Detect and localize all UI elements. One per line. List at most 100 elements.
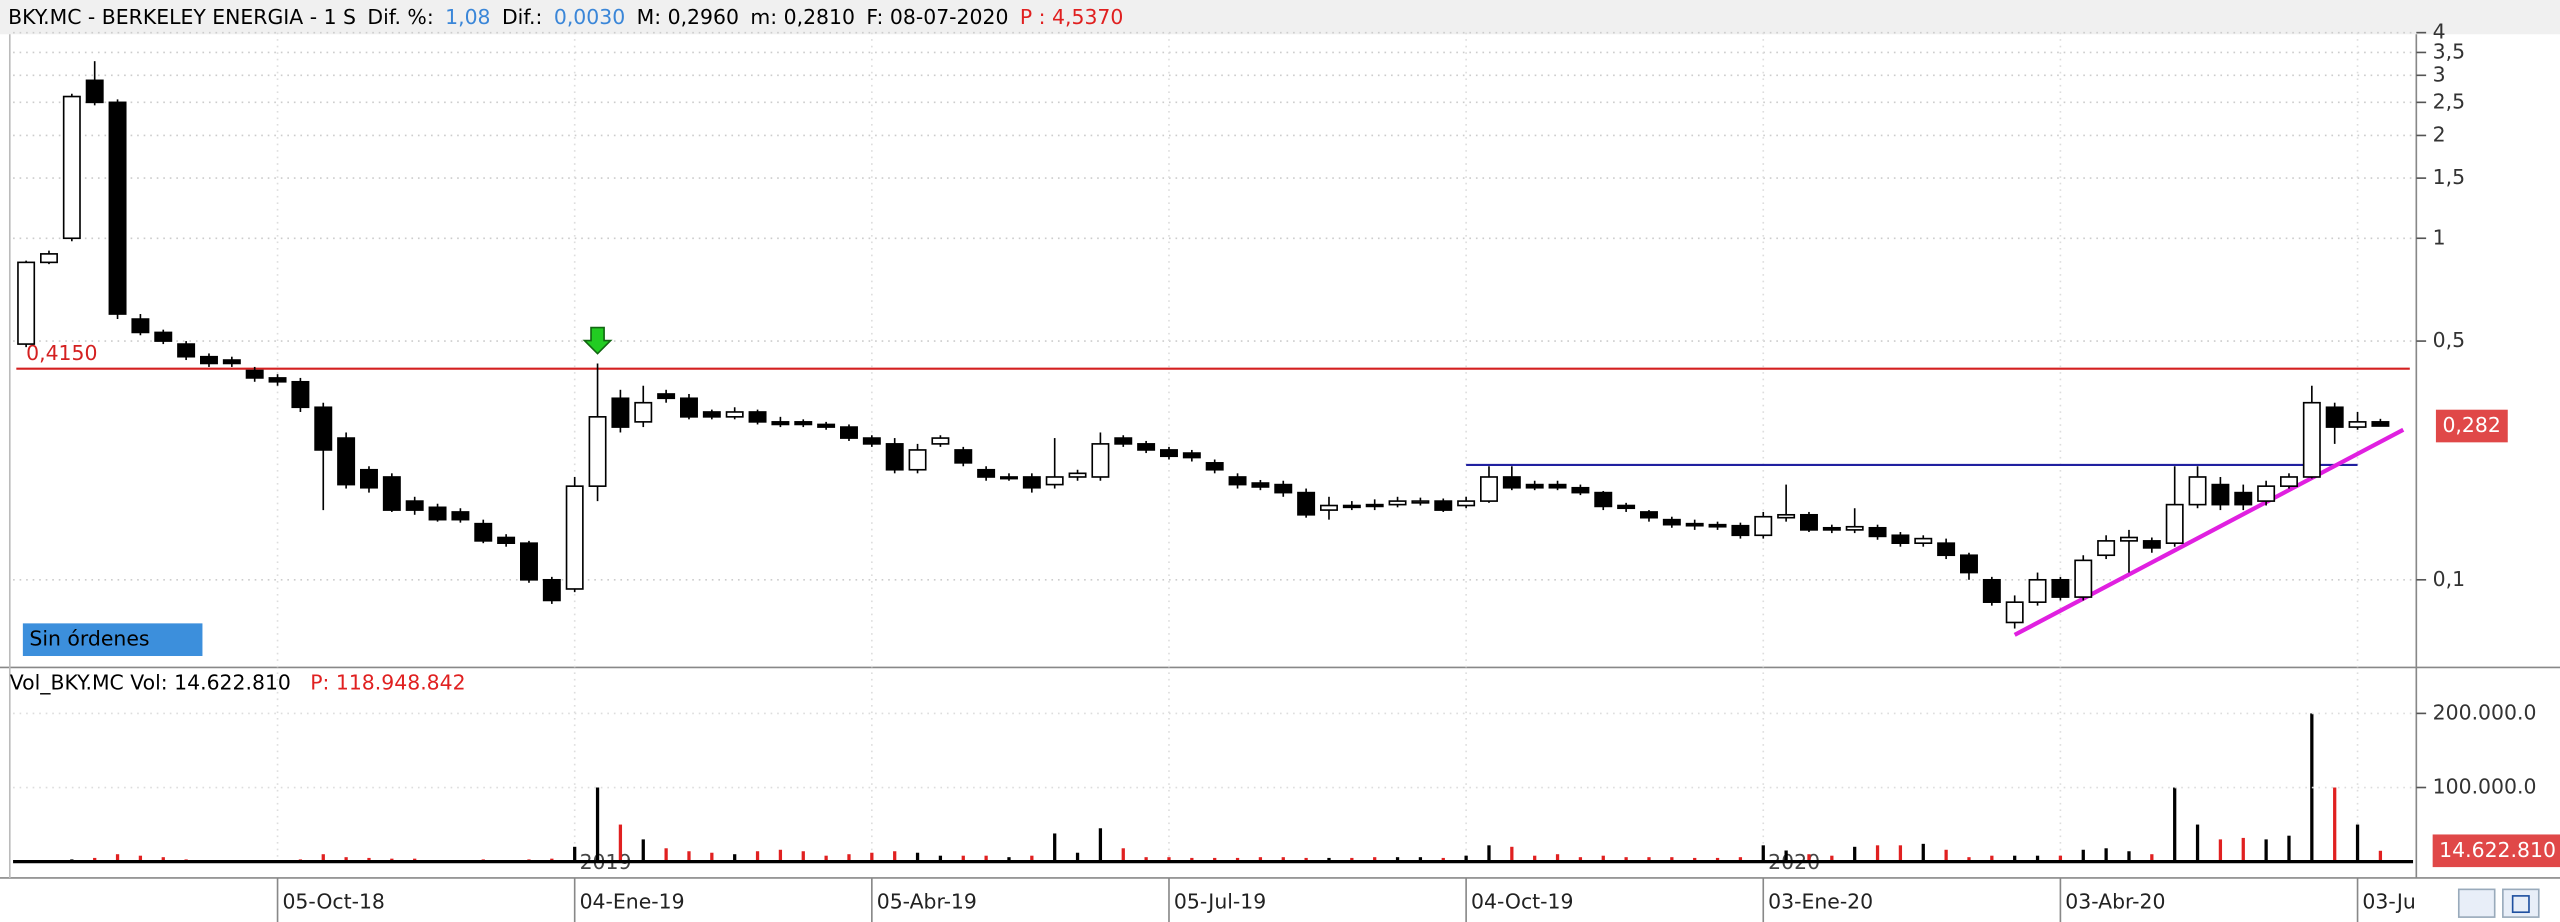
candle-body xyxy=(85,79,104,104)
candle-body xyxy=(2142,540,2161,549)
candle-body xyxy=(1731,524,1750,537)
volume-bar xyxy=(1167,857,1171,862)
volume-bar xyxy=(1921,843,1925,862)
y-tick-label: 1,5 xyxy=(2433,165,2465,189)
x-tick-label: 05-Oct-18 xyxy=(282,889,384,913)
orders-button-label: Sin órdenes xyxy=(29,627,149,651)
volume-bar xyxy=(93,857,97,862)
save-icon xyxy=(2511,895,2530,914)
volume-bar xyxy=(801,851,805,862)
candle-body xyxy=(771,421,790,426)
y-tick-label: 100.000.0 xyxy=(2433,775,2537,799)
candle-body xyxy=(360,468,378,489)
volume-bar xyxy=(344,857,348,862)
volume-bar xyxy=(687,851,691,862)
volume-bar xyxy=(1784,850,1788,862)
volume-bar xyxy=(2058,855,2063,862)
candle-body xyxy=(1891,534,1910,544)
candle-body xyxy=(817,423,836,428)
volume-bar xyxy=(2218,839,2223,862)
candle-body xyxy=(1297,491,1316,516)
candle-body xyxy=(2211,483,2230,506)
candle-body xyxy=(1525,483,1544,489)
volume-bar xyxy=(984,855,988,862)
volume-bar xyxy=(2378,850,2383,862)
volume-bar xyxy=(1601,855,1605,862)
candle-body xyxy=(314,406,333,451)
volume-bar xyxy=(1121,848,1125,862)
candle-body xyxy=(2234,491,2253,506)
volume-bar xyxy=(573,846,577,862)
last-volume-box xyxy=(2432,834,2560,868)
y-tick-label: 200.000.0 xyxy=(2433,700,2537,724)
candle-body xyxy=(1251,482,1270,488)
y-tick-label: 1 xyxy=(2433,225,2446,249)
volume-bar xyxy=(1373,857,1377,862)
candle-body xyxy=(2120,536,2138,542)
candle-body xyxy=(337,437,356,486)
zoom-button[interactable] xyxy=(2457,888,2496,918)
volume-bar xyxy=(2150,854,2154,862)
volume-bar xyxy=(1418,857,1423,862)
y-tick-label: 0,1 xyxy=(2433,567,2465,591)
volume-bar xyxy=(2287,835,2291,862)
candle-body xyxy=(1388,500,1407,506)
volume-bar xyxy=(367,857,371,862)
volume-bar xyxy=(824,855,828,862)
candle-body xyxy=(1845,525,1864,531)
volume-bar xyxy=(1578,857,1583,862)
candle-body xyxy=(1868,526,1887,538)
y-tick-label: 3 xyxy=(2433,62,2446,86)
y-tick-label: 4 xyxy=(2433,20,2446,44)
header-part: m: 0,2810 xyxy=(750,5,855,29)
volume-bar xyxy=(2195,824,2200,862)
orders-button[interactable] xyxy=(22,623,203,657)
header: BKY.MC - BERKELEY ENERGIA - 1 S Dif. %: 1,… xyxy=(8,5,1123,29)
candle-body xyxy=(382,476,401,511)
candle-body xyxy=(2074,559,2093,598)
volume-bar xyxy=(1464,855,1468,862)
volume-bar xyxy=(1647,857,1651,862)
volume-bar xyxy=(1738,857,1743,862)
candle-body xyxy=(2280,476,2298,487)
header-bar xyxy=(0,0,2560,35)
volume-bar xyxy=(1853,846,1857,862)
candle-body xyxy=(451,511,470,521)
x-tick-label: 03-Ju xyxy=(2362,889,2415,913)
candle-body xyxy=(2257,485,2276,502)
candle-body xyxy=(1640,511,1658,519)
volume-bar xyxy=(915,852,920,862)
candle-body xyxy=(1617,504,1636,510)
support-label: 0,4150 xyxy=(26,341,97,365)
y-tick-label: 3,5 xyxy=(2433,39,2465,63)
y-tick-label: 2 xyxy=(2433,122,2446,146)
volume-bar xyxy=(1281,857,1285,862)
candle-body xyxy=(1137,443,1156,451)
volume-bar xyxy=(2264,839,2268,862)
candle-body xyxy=(2188,476,2207,506)
volume-bar xyxy=(161,857,165,862)
candle-body xyxy=(17,261,36,345)
volume-bar xyxy=(2081,849,2085,862)
candle-body xyxy=(702,411,721,418)
volume-bar xyxy=(1830,855,1834,862)
volume-bar xyxy=(1510,846,1514,862)
volume-bar xyxy=(1098,828,1103,862)
candle-body xyxy=(1045,476,1064,486)
candle-body xyxy=(222,359,241,365)
signal-arrow xyxy=(582,326,613,355)
candle-body xyxy=(794,421,813,426)
candle-body xyxy=(154,331,173,342)
candle-body xyxy=(1274,483,1293,494)
candle-body xyxy=(1594,491,1613,508)
candle-body xyxy=(1548,483,1567,489)
last-price-label: 0,282 xyxy=(2442,413,2500,437)
candle-body xyxy=(725,411,744,418)
candle-body xyxy=(1960,554,1978,574)
last-price-box xyxy=(2435,409,2508,443)
volume-title: Vol_BKY.MC Vol: 14.622.810 xyxy=(10,671,291,696)
header-part: F: 08-07-2020 xyxy=(866,5,1008,29)
candle-body xyxy=(885,443,904,471)
candle-body xyxy=(2028,578,2047,603)
